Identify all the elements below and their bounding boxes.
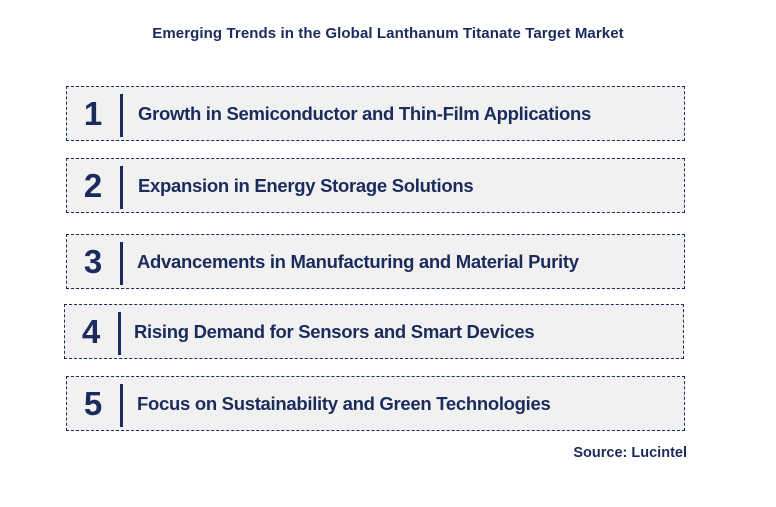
trend-number-5: 5 xyxy=(83,384,103,422)
trend-label-2: Expansion in Energy Storage Solutions xyxy=(138,174,474,196)
trend-divider-2 xyxy=(120,166,123,209)
trend-card-4: 4 Rising Demand for Sensors and Smart De… xyxy=(64,304,684,359)
trend-number-1: 1 xyxy=(83,94,103,132)
source-note: Source: Lucintel xyxy=(573,445,687,461)
trend-label-1: Growth in Semiconductor and Thin-Film Ap… xyxy=(138,102,591,124)
trend-card-5: 5 Focus on Sustainability and Green Tech… xyxy=(66,376,685,431)
trend-label-5: Focus on Sustainability and Green Techno… xyxy=(137,392,551,414)
trend-label-4: Rising Demand for Sensors and Smart Devi… xyxy=(134,320,535,342)
trend-card-2: 2 Expansion in Energy Storage Solutions xyxy=(66,158,685,213)
trend-card-3: 3 Advancements in Manufacturing and Mate… xyxy=(66,234,685,289)
trend-divider-5 xyxy=(120,384,123,427)
trend-number-4: 4 xyxy=(81,312,101,350)
trend-card-1: 1 Growth in Semiconductor and Thin-Film … xyxy=(66,86,685,141)
trend-number-3: 3 xyxy=(83,242,103,280)
diagram-title: Emerging Trends in the Global Lanthanum … xyxy=(152,25,624,42)
trend-number-2: 2 xyxy=(83,166,103,204)
trend-divider-1 xyxy=(120,94,123,137)
trend-divider-3 xyxy=(120,242,123,285)
trend-label-3: Advancements in Manufacturing and Materi… xyxy=(137,250,579,272)
trend-divider-4 xyxy=(118,312,121,355)
